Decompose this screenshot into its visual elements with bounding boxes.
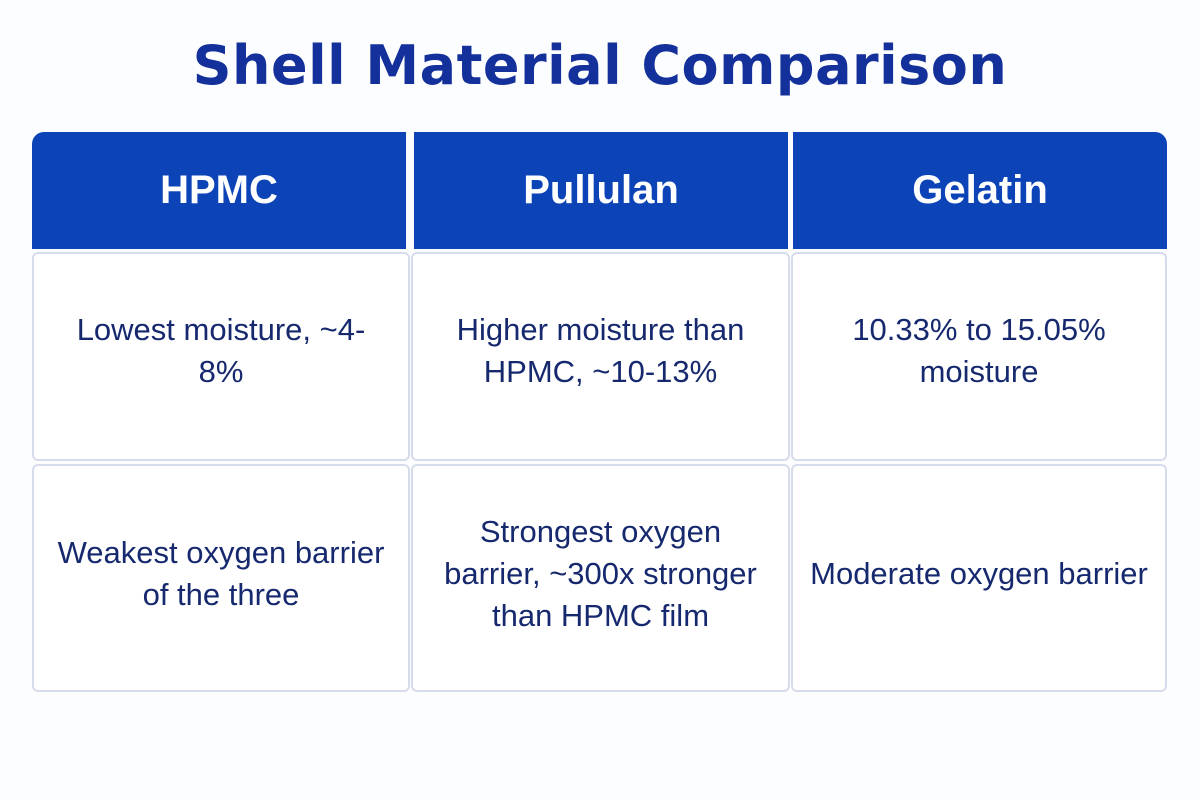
page-title: Shell Material Comparison <box>192 34 1008 97</box>
cell-text: Weakest oxygen barrier of the three <box>57 535 385 612</box>
column-header-gelatin: Gelatin <box>793 132 1167 249</box>
table-cell-hpmc-moisture: Lowest moisture, ~4-8% <box>32 252 410 461</box>
cell-text: Moderate oxygen barrier <box>810 556 1148 591</box>
table-cell-pullulan-oxygen: Strongest oxygen barrier, ~300x stronger… <box>411 464 790 692</box>
cell-text: Higher moisture than HPMC, ~10-13% <box>456 311 745 389</box>
column-header-pullulan: Pullulan <box>414 132 788 249</box>
table-cell-hpmc-oxygen: Weakest oxygen barrier of the three <box>32 464 410 692</box>
column-header-hpmc: HPMC <box>32 132 406 249</box>
table-cell-gelatin-moisture: 10.33% to 15.05% moisture <box>791 252 1167 461</box>
table-cell-pullulan-moisture: Higher moisture than HPMC, ~10-13% <box>411 252 790 461</box>
cell-text: 10.33% to 15.05% moisture <box>852 311 1106 389</box>
cell-text: Strongest oxygen barrier, ~300x stronger… <box>444 514 757 633</box>
table-cell-gelatin-oxygen: Moderate oxygen barrier <box>791 464 1167 692</box>
cell-text: Lowest moisture, ~4-8% <box>76 311 366 389</box>
